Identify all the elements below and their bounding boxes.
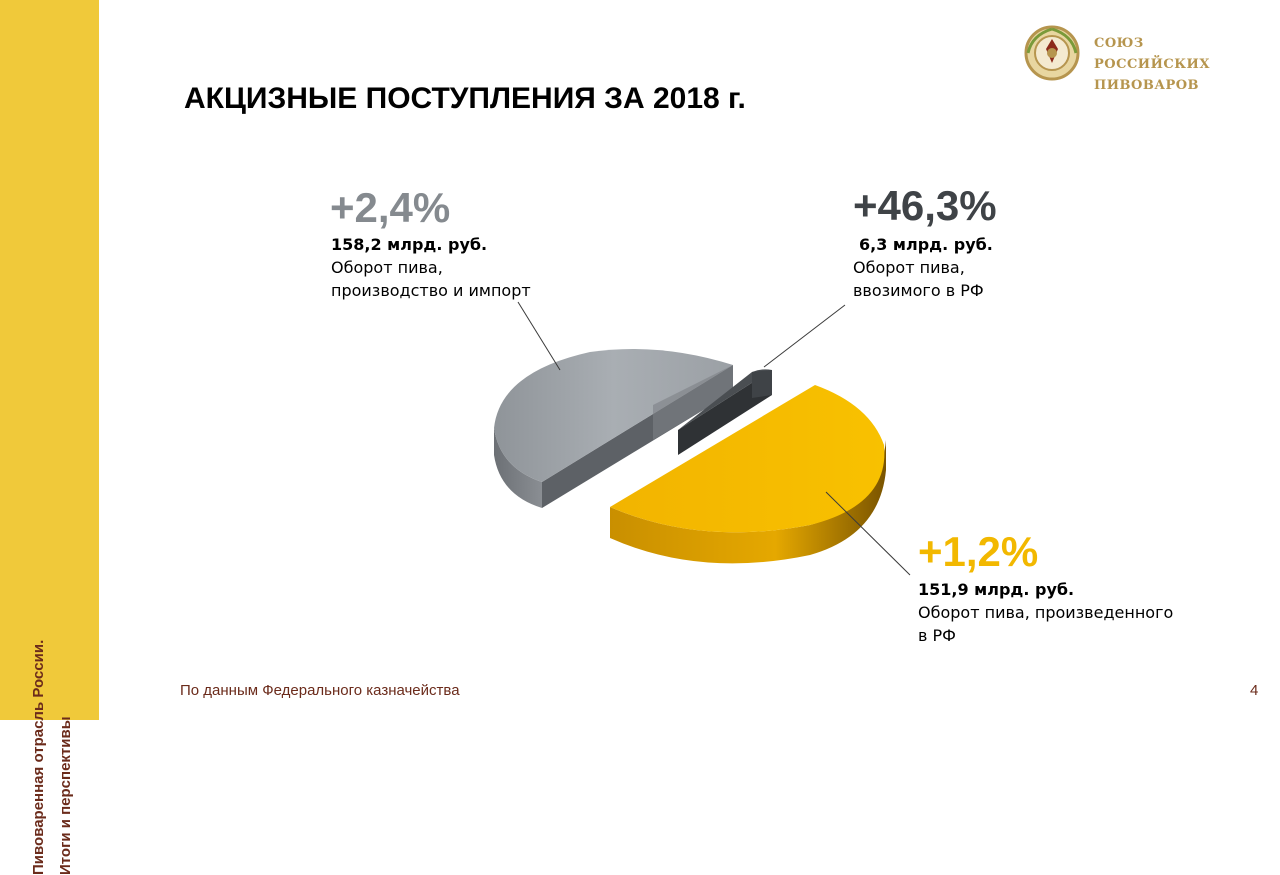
union-logo: СОЮЗ РОССИЙСКИХ ПИВОВАРОВ [1022,23,1262,93]
pie-slice-imported [678,369,772,455]
desc-domestic-1: Оборот пива, произведенного [918,603,1174,622]
value-production-import: 158,2 млрд. руб. [331,235,488,254]
desc-imported-2: ввозимого в РФ [853,281,984,300]
desc-domestic-2: в РФ [918,626,956,645]
label-production-import: 158,2 млрд. руб. Оборот пива, производст… [331,233,531,302]
change-production-import: +2,4% [330,184,451,231]
label-imported-desc: Оборот пива, ввозимого в РФ [853,256,984,302]
union-logo-text: СОЮЗ РОССИЙСКИХ ПИВОВАРОВ [1094,33,1262,96]
logo-line1: СОЮЗ РОССИЙСКИХ [1094,36,1210,72]
sidebar [0,0,99,720]
page-title: АКЦИЗНЫЕ ПОСТУПЛЕНИЯ ЗА 2018 г. [184,82,746,115]
label-domestic: 151,9 млрд. руб. Оборот пива, произведен… [918,578,1173,647]
emblem-icon [1024,25,1080,81]
pie-slice-production-import [494,348,733,508]
logo-line2: ПИВОВАРОВ [1094,78,1200,93]
label-imported: 6,3 млрд. руб. [859,233,993,256]
change-imported: +46,3% [853,182,997,229]
value-imported: 6,3 млрд. руб. [859,235,993,254]
source-note: По данным Федерального казначейства [180,682,460,699]
leader-line-imported [763,304,846,368]
value-domestic: 151,9 млрд. руб. [918,580,1075,599]
change-domestic: +1,2% [918,528,1039,575]
leader-line-domestic [825,491,911,576]
leader-line-production-import [517,301,561,371]
pie-slice-domestic [610,385,886,564]
desc-production-import-1: Оборот пива, [331,258,443,277]
desc-imported-1: Оборот пива, [853,258,965,277]
pie-chart [494,301,911,576]
page-number: 4 [1250,682,1259,699]
desc-production-import-2: производство и импорт [331,281,531,300]
